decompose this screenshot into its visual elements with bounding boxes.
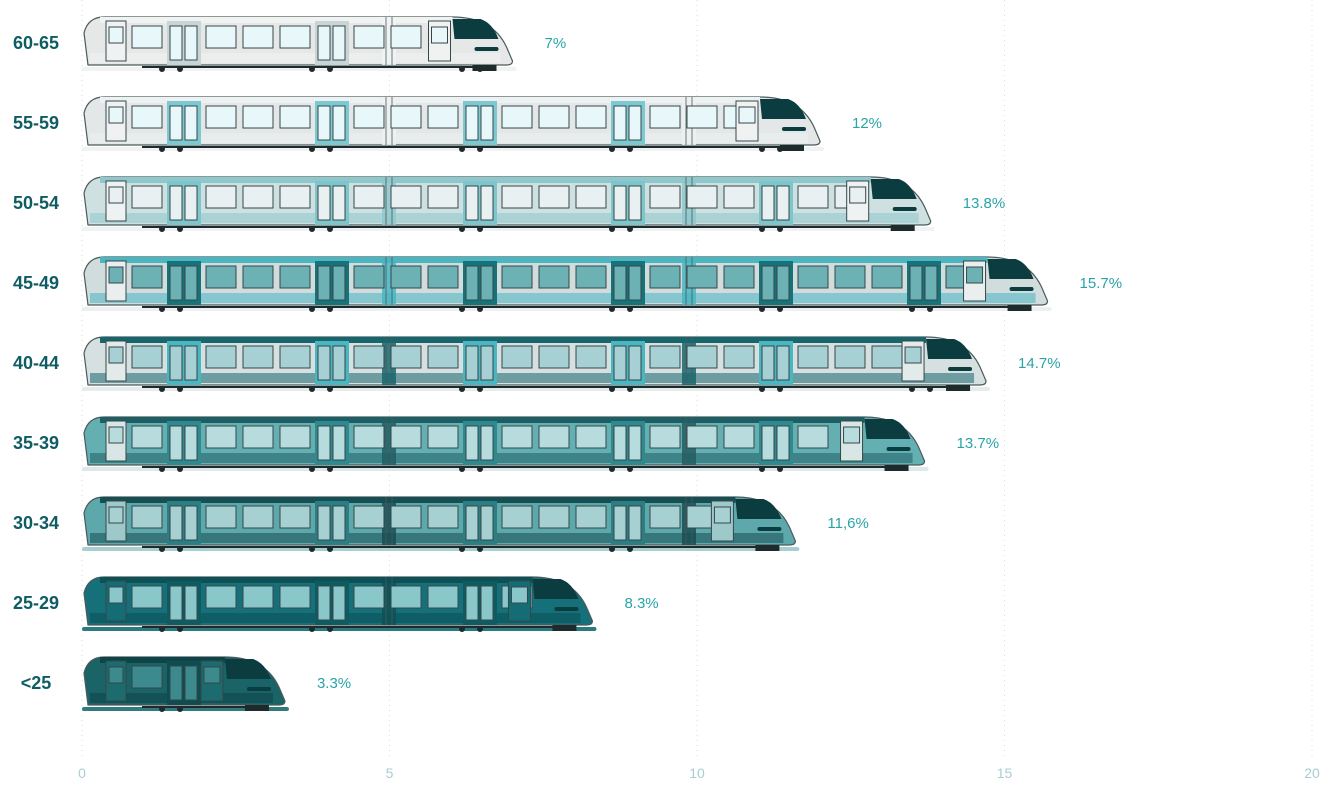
category-label-under-25: <25 — [21, 673, 52, 693]
bar-train-55-59 — [82, 96, 824, 152]
category-label-45-49: 45-49 — [13, 273, 59, 293]
bar-train-60-65 — [82, 16, 517, 72]
category-label-40-44: 40-44 — [13, 353, 59, 373]
labels-layer: 60-65 7% 55-59 12% 50-54 13.8% 45-49 15.7% 40-44… — [13, 33, 1122, 693]
value-label-35-39: 13.7% — [957, 435, 1000, 452]
value-label-30-34: 11,6% — [827, 515, 868, 532]
x-tick-label-20: 20 — [1304, 765, 1320, 781]
category-label-60-65: 60-65 — [13, 33, 59, 53]
value-label-60-65: 7% — [545, 35, 567, 52]
category-label-35-39: 35-39 — [13, 433, 59, 453]
category-label-25-29: 25-29 — [13, 593, 59, 613]
x-tick-label-10: 10 — [689, 765, 705, 781]
bars-layer — [82, 16, 1052, 712]
bar-train-45-49 — [82, 256, 1052, 312]
bar-train-25-29 — [82, 576, 597, 632]
value-label-45-49: 15.7% — [1080, 275, 1123, 292]
bar-train-under-25 — [82, 656, 289, 712]
bar-train-30-34 — [82, 496, 800, 552]
value-label-55-59: 12% — [852, 115, 882, 132]
value-label-under-25: 3.3% — [317, 675, 351, 692]
bar-train-35-39 — [82, 416, 929, 472]
value-label-40-44: 14.7% — [1018, 355, 1061, 372]
category-label-55-59: 55-59 — [13, 113, 59, 133]
category-label-50-54: 50-54 — [13, 193, 59, 213]
value-label-50-54: 13.8% — [963, 195, 1006, 212]
x-tick-label-0: 0 — [78, 765, 86, 781]
bar-train-40-44 — [82, 336, 991, 392]
category-label-30-34: 30-34 — [13, 513, 59, 533]
bar-train-50-54 — [82, 176, 935, 232]
value-label-25-29: 8.3% — [624, 595, 658, 612]
x-tick-label-5: 5 — [386, 765, 394, 781]
x-axis: 0 5 10 15 20 — [78, 765, 1320, 781]
x-tick-label-15: 15 — [997, 765, 1013, 781]
